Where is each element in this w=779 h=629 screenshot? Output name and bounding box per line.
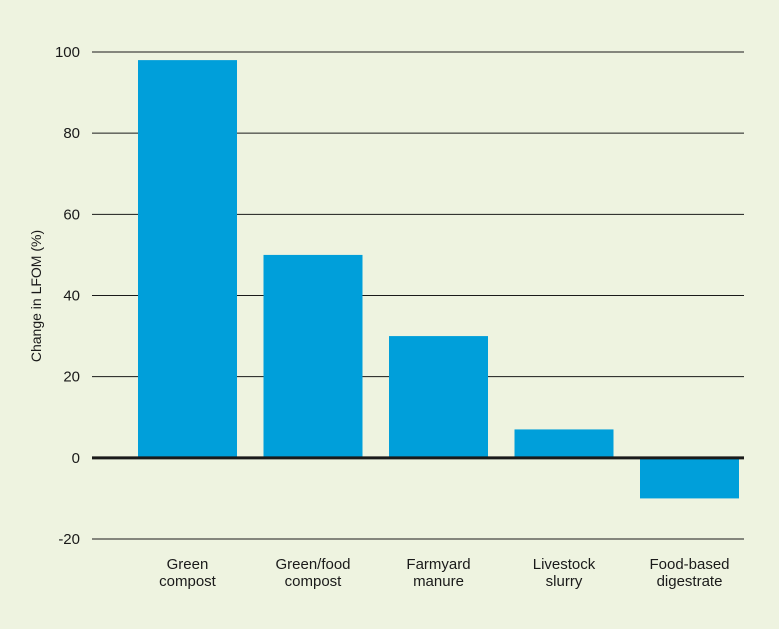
bar bbox=[389, 336, 488, 458]
y-axis-title: Change in LFOM (%) bbox=[28, 230, 44, 362]
category-label-line: Green bbox=[167, 556, 209, 573]
y-tick-label: -20 bbox=[58, 531, 80, 548]
bar bbox=[640, 457, 739, 499]
category-label-line: Food-based bbox=[649, 556, 729, 573]
category-label-line: digestrate bbox=[657, 573, 723, 590]
bar bbox=[138, 60, 237, 458]
y-tick-labels: 100 80 60 40 20 0 -20 bbox=[55, 44, 80, 548]
category-label: Livestock slurry bbox=[533, 556, 596, 590]
y-tick-label: 100 bbox=[55, 44, 80, 61]
y-tick-label: 80 bbox=[63, 125, 80, 142]
category-label-line: Farmyard bbox=[406, 556, 470, 573]
category-label-line: manure bbox=[413, 573, 464, 590]
y-tick-label: 40 bbox=[63, 288, 80, 305]
y-tick-label: 20 bbox=[63, 369, 80, 386]
y-tick-label: 60 bbox=[63, 206, 80, 223]
bar bbox=[263, 254, 363, 458]
bars bbox=[138, 60, 739, 499]
category-label-line: Livestock bbox=[533, 556, 596, 573]
category-label: Green/food compost bbox=[275, 556, 350, 590]
category-label: Green compost bbox=[159, 556, 217, 590]
bar bbox=[514, 429, 614, 458]
category-label-line: Green/food bbox=[275, 556, 350, 573]
y-tick-label: 0 bbox=[72, 450, 80, 467]
category-label-line: slurry bbox=[546, 573, 583, 590]
category-label-line: compost bbox=[285, 573, 343, 590]
category-label: Food-based digestrate bbox=[649, 556, 729, 590]
category-label: Farmyard manure bbox=[406, 556, 470, 590]
category-label-line: compost bbox=[159, 573, 217, 590]
